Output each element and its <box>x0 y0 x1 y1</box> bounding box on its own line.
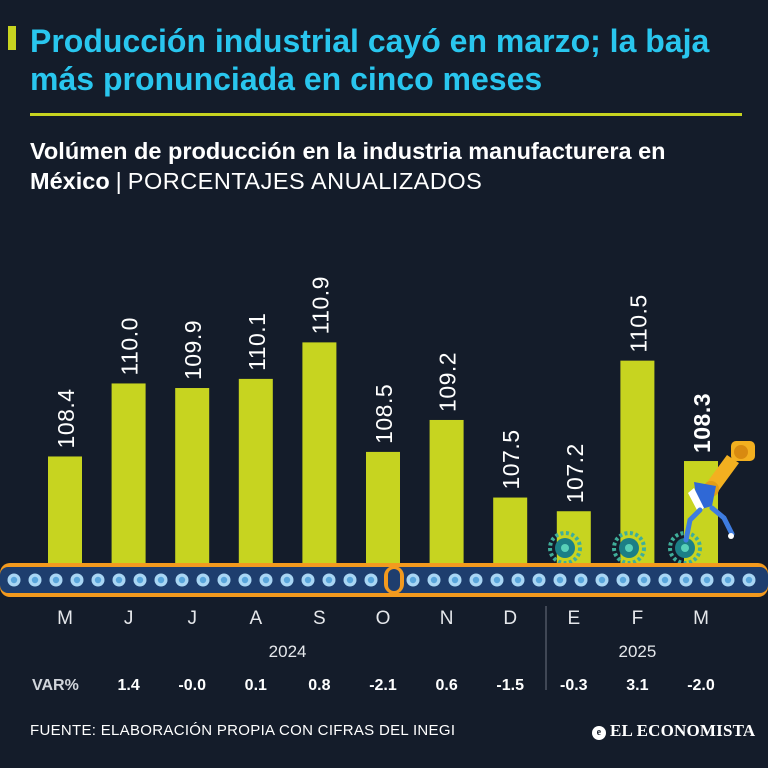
title-accent-bar <box>8 26 16 50</box>
x-tick-label-6: N <box>440 608 454 629</box>
bar-value-label-4: 110.9 <box>307 276 333 334</box>
bar-0 <box>48 456 82 566</box>
bar-4 <box>302 342 337 566</box>
var-value-4: -2.1 <box>369 677 397 694</box>
year-label-1: 2025 <box>618 642 656 661</box>
bar-value-label-5: 108.5 <box>371 384 397 444</box>
brand-logo-icon: e <box>592 726 606 740</box>
var-label: VAR% <box>32 677 79 694</box>
subtitle-separator: | <box>115 168 122 194</box>
bar-value-label-10: 108.3 <box>689 393 715 453</box>
x-tick-label-1: J <box>124 608 134 629</box>
bar-value-label-0: 108.4 <box>53 388 79 448</box>
bar-value-label-1: 110.0 <box>117 317 143 375</box>
bar-6 <box>429 419 464 566</box>
subtitle-unit: PORCENTAJES ANUALIZADOS <box>127 168 483 194</box>
subtitle-text: Volúmen de producción en la industria ma… <box>30 138 666 194</box>
chart-title: Producción industrial cayó en marzo; la … <box>30 23 710 97</box>
var-value-5: 0.6 <box>435 677 457 694</box>
var-value-9: -2.0 <box>687 677 715 694</box>
x-tick-label-4: S <box>313 608 326 629</box>
year-label-0: 2024 <box>269 642 307 661</box>
bar-value-label-3: 110.1 <box>244 313 270 371</box>
var-value-6: -1.5 <box>496 677 524 694</box>
bar-value-label-8: 107.2 <box>562 443 588 503</box>
var-value-7: -0.3 <box>560 677 588 694</box>
var-value-3: 0.8 <box>308 677 330 694</box>
conveyor-belt <box>0 563 768 597</box>
var-value-0: 1.4 <box>117 677 139 694</box>
robot-arm-icon <box>683 441 755 543</box>
brand-logo: e EL ECONOMISTA <box>592 721 755 741</box>
bar-value-label-7: 107.5 <box>498 429 524 489</box>
bar-7 <box>493 497 528 566</box>
x-tick-label-2: J <box>187 608 197 629</box>
title-divider <box>30 113 742 116</box>
chart-subtitle: Volúmen de producción en la industria ma… <box>30 136 750 196</box>
var-value-2: 0.1 <box>245 677 267 694</box>
bar-2 <box>175 388 210 566</box>
bar-1 <box>111 383 146 566</box>
x-tick-label-7: D <box>503 608 517 629</box>
x-tick-label-0: M <box>57 608 73 629</box>
x-tick-label-9: F <box>632 608 644 629</box>
x-tick-label-10: M <box>693 608 709 629</box>
bar-5 <box>366 451 400 566</box>
bar-3 <box>238 378 273 566</box>
x-tick-label-3: A <box>249 608 262 629</box>
bar-value-label-6: 109.2 <box>435 352 461 412</box>
brand-name: EL ECONOMISTA <box>610 721 756 740</box>
bar-value-label-2: 109.9 <box>180 320 206 380</box>
bar-value-label-9: 110.5 <box>625 294 651 352</box>
var-value-1: -0.0 <box>178 677 206 694</box>
x-tick-label-8: E <box>567 608 580 629</box>
source-note: FUENTE: ELABORACIÓN PROPIA CON CIFRAS DE… <box>30 722 456 739</box>
var-value-8: 3.1 <box>626 677 648 694</box>
x-tick-label-5: O <box>376 608 391 629</box>
